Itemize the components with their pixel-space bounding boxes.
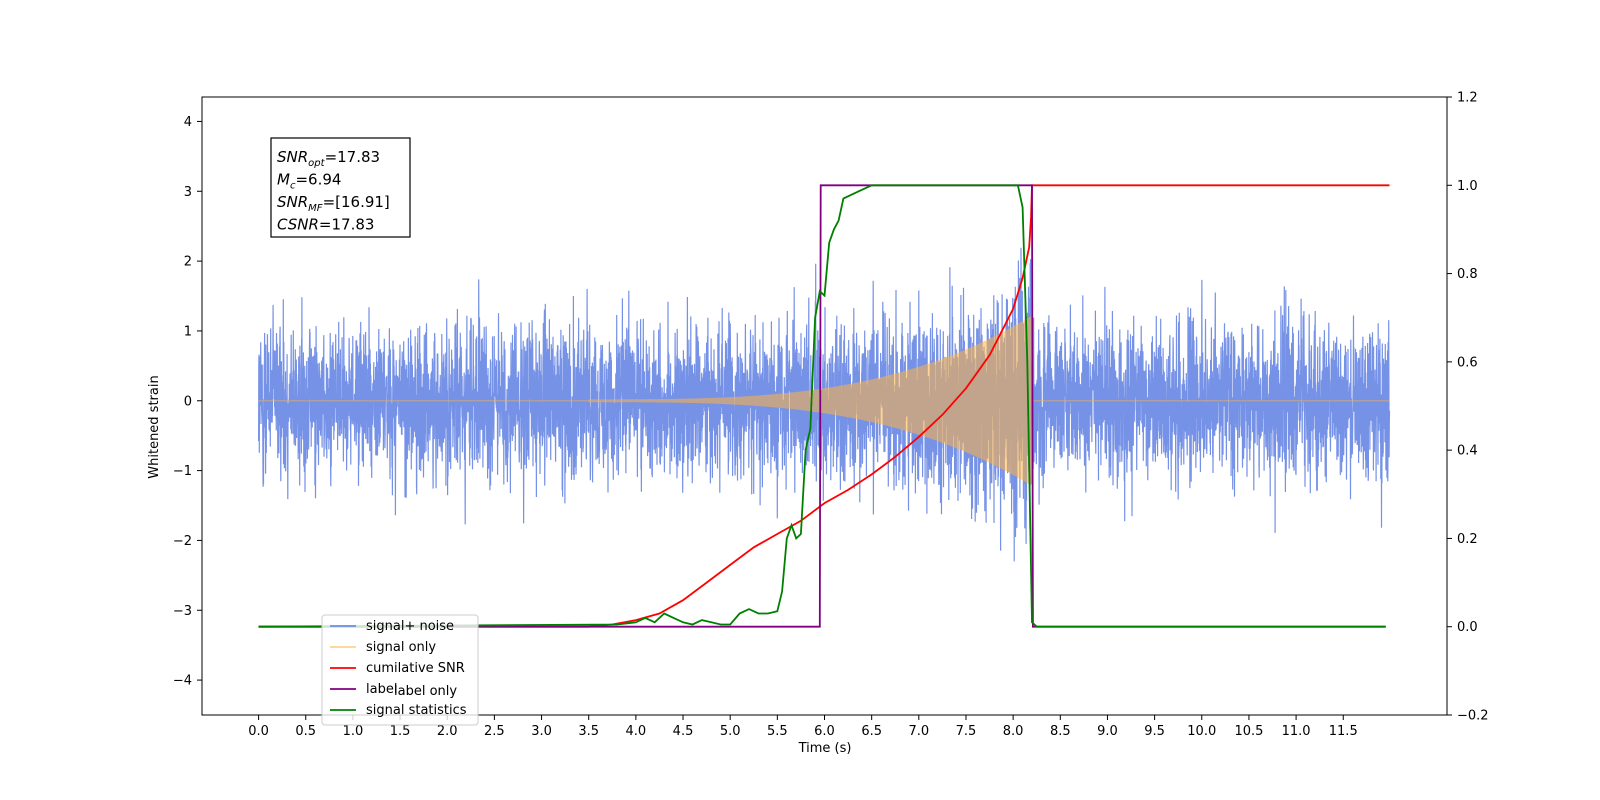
x-tick-label: 0.0 (248, 724, 269, 739)
x-axis-label: Time (s) (798, 741, 852, 756)
y-tick-label: −4 (173, 674, 192, 689)
plot-area (258, 184, 1391, 628)
x-tick-label: 8.5 (1050, 724, 1071, 739)
x-tick-label: 1.0 (343, 724, 364, 739)
x-tick-label: 0.5 (295, 724, 316, 739)
x-tick-label: 11.0 (1282, 724, 1311, 739)
annotation-subscript: c (290, 181, 296, 192)
x-tick-label: 8.0 (1003, 724, 1024, 739)
y-tick-label: 2 (184, 255, 192, 270)
annotation-subscript: MF (308, 203, 323, 214)
series-signal-only (258, 316, 1390, 485)
legend-frame (321, 614, 479, 726)
x-tick-label: 2.5 (484, 724, 505, 739)
legend-label: signal statistics (366, 703, 467, 718)
y-tick-label: 0 (184, 394, 192, 409)
legend-label: signal+ noise (366, 619, 454, 634)
axes: 0.0 0.5 1.0 1.5 2.0 2.5 3.0 3.5 4.0 4.5 5.0 5.5 6.0 6… (173, 91, 1489, 740)
x-tick-label: 7.0 (908, 724, 929, 739)
annotation-line: SNRopt=17.83 (277, 148, 380, 169)
annotation-subscript: opt (308, 158, 325, 169)
x-tick-label: 6.5 (861, 724, 882, 739)
y2-tick-label: 1.0 (1457, 179, 1478, 194)
x-tick-label: 4.5 (673, 724, 694, 739)
legend-label: cumilative SNR (366, 661, 465, 676)
annotation-value: =[16.91] (323, 193, 390, 211)
annotation-box: SNRopt=17.83Mc=6.94SNRMF=[16.91]CSNR=17.… (270, 137, 411, 238)
x-tick-label: 7.5 (956, 724, 977, 739)
annotation-line: CSNR=17.83 (277, 216, 374, 234)
series-signal-statistics (258, 184, 1386, 628)
annotation-frame (270, 137, 411, 238)
y-axis-label: Whitened strain (147, 375, 162, 478)
legend-label: signal only (366, 640, 436, 655)
y2-tick-label: 0.6 (1457, 355, 1478, 370)
y2-tick-label: −0.2 (1457, 709, 1489, 724)
annotation-symbol: CSNR (277, 216, 319, 234)
y-tick-label: 1 (184, 324, 192, 339)
legend-label: label (366, 682, 397, 697)
y2-tick-label: 0.4 (1457, 444, 1478, 459)
y2-tick-label: 1.2 (1457, 91, 1478, 106)
x-tick-label: 1.5 (390, 724, 411, 739)
x-tick-label: 5.0 (720, 724, 741, 739)
x-tick-label: 9.5 (1144, 724, 1165, 739)
y2-tick-label: 0.8 (1457, 267, 1478, 282)
x-tick-label: 9.0 (1097, 724, 1118, 739)
annotation-value: =6.94 (295, 171, 341, 189)
x-tick-label: 6.0 (814, 724, 835, 739)
y-tick-label: −3 (173, 604, 192, 619)
annotation-line: Mc=6.94 (277, 171, 341, 192)
series-cumulative-snr (258, 184, 1390, 628)
x-tick-label: 3.5 (578, 724, 599, 739)
y2-tick-label: 0.0 (1457, 620, 1478, 635)
annotation-symbol: M (277, 171, 290, 189)
x-tick-label: 11.5 (1329, 724, 1358, 739)
legend-ghost-text: label only (394, 684, 457, 699)
annotation-value: =17.83 (325, 148, 381, 166)
y-tick-label: 3 (184, 185, 192, 200)
x-tick-label: 2.0 (437, 724, 458, 739)
x-tick-label: 10.5 (1234, 724, 1263, 739)
y-tick-label: −2 (173, 534, 192, 549)
x-tick-label: 10.0 (1187, 724, 1216, 739)
annotation-value: =17.83 (319, 216, 375, 234)
x-tick-label: 4.0 (626, 724, 647, 739)
annotation-line: SNRMF=[16.91] (277, 193, 390, 214)
x-tick-label: 3.0 (531, 724, 552, 739)
y-tick-label: 4 (184, 115, 192, 130)
annotation-symbol: SNR (277, 148, 308, 166)
x-tick-label: 5.5 (767, 724, 788, 739)
y2-tick-label: 0.2 (1457, 532, 1478, 547)
y-tick-label: −1 (173, 464, 192, 479)
annotation-symbol: SNR (277, 193, 308, 211)
